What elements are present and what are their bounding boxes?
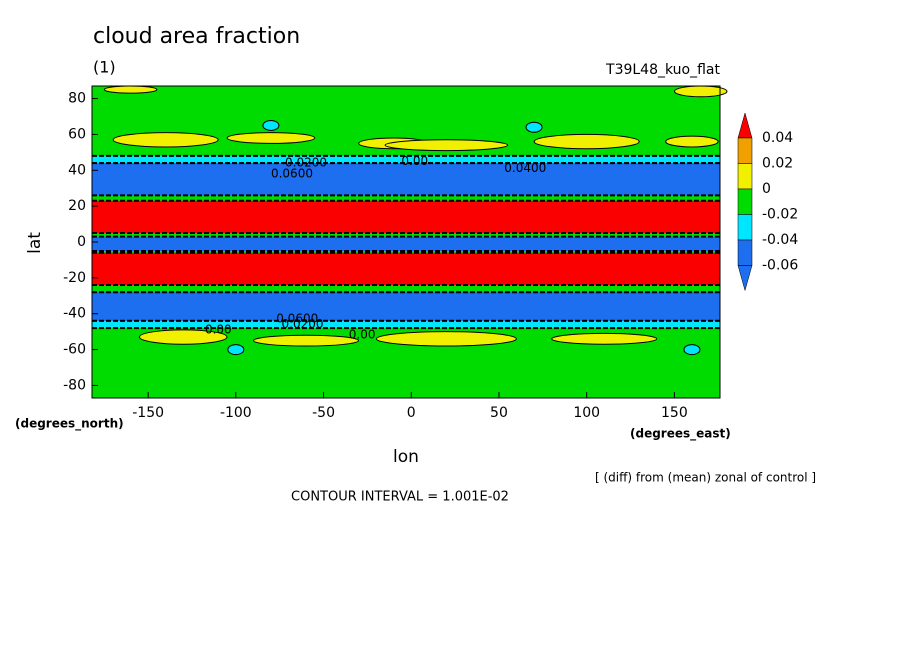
x-tick-label: -100 — [220, 405, 252, 421]
colorbar-arrow — [737, 112, 753, 139]
x-tick-label: 150 — [661, 405, 688, 421]
y-tick-label: 60 — [68, 126, 86, 142]
patch — [227, 344, 245, 356]
band — [92, 320, 720, 329]
run-label: T39L48_kuo_flat — [605, 62, 720, 78]
patch — [103, 85, 158, 94]
y-tick-label: 20 — [68, 198, 86, 214]
contour-label: 0.0400 — [504, 161, 546, 175]
patch — [533, 133, 640, 150]
patch — [673, 85, 728, 98]
colorbar-label: 0.04 — [762, 130, 793, 146]
colorbar-label: 0 — [762, 181, 771, 197]
y-tick-label: 0 — [77, 234, 86, 250]
colorbar-label: 0.02 — [762, 156, 793, 172]
x-tick-label: -50 — [312, 405, 335, 421]
x-unit: (degrees_east) — [630, 427, 731, 442]
contour-label: 0.00 — [401, 154, 428, 168]
colorbar-arrow — [737, 265, 753, 292]
contour-label: 0.0200 — [285, 156, 327, 170]
band — [92, 163, 720, 196]
subtitle: (1) — [93, 58, 116, 77]
contour-label: 0.00 — [205, 322, 232, 336]
x-axis-label: lon — [393, 447, 419, 467]
band — [92, 155, 720, 164]
note: [ (diff) from (mean) zonal of control ] — [595, 471, 816, 485]
band — [92, 292, 720, 321]
y-tick-label: -20 — [63, 270, 86, 286]
patch — [253, 334, 360, 347]
patch — [525, 121, 543, 133]
y-tick-label: -40 — [63, 306, 86, 322]
chart-title: cloud area fraction — [93, 24, 300, 49]
colorbar-box — [737, 239, 753, 266]
x-tick-label: 0 — [407, 405, 416, 421]
contour-label: 0.0200 — [282, 317, 324, 331]
patch — [551, 332, 658, 345]
patch — [375, 331, 517, 347]
y-tick-label: 80 — [68, 91, 86, 107]
patch — [112, 132, 219, 148]
y-unit: (degrees_north) — [15, 417, 124, 432]
x-tick-label: -150 — [132, 405, 164, 421]
footer: CONTOUR INTERVAL = 1.001E-02 — [291, 490, 509, 505]
x-tick-label: 50 — [490, 405, 508, 421]
y-tick-label: -80 — [63, 377, 86, 393]
contour-label: 0.0600 — [276, 312, 318, 326]
patch — [138, 329, 228, 345]
band — [92, 236, 720, 251]
contour-label: 0.00 — [349, 328, 376, 342]
patch — [226, 132, 316, 144]
x-tick-label: 100 — [573, 405, 600, 421]
colorbar-label: -0.02 — [762, 207, 798, 223]
colorbar-box — [737, 214, 753, 241]
colorbar-box — [737, 163, 753, 190]
colorbar-label: -0.04 — [762, 232, 798, 248]
patch — [683, 344, 701, 356]
colorbar-box — [737, 137, 753, 164]
contour-label: 0.0600 — [271, 166, 313, 180]
band — [92, 200, 720, 234]
y-axis-label: lat — [25, 232, 45, 254]
y-tick-label: 40 — [68, 162, 86, 178]
patch — [665, 135, 719, 148]
colorbar-box — [737, 188, 753, 215]
y-tick-label: -60 — [63, 342, 86, 358]
patch — [384, 139, 509, 152]
colorbar-label: -0.06 — [762, 258, 798, 274]
patch — [262, 119, 280, 131]
band — [92, 252, 720, 286]
